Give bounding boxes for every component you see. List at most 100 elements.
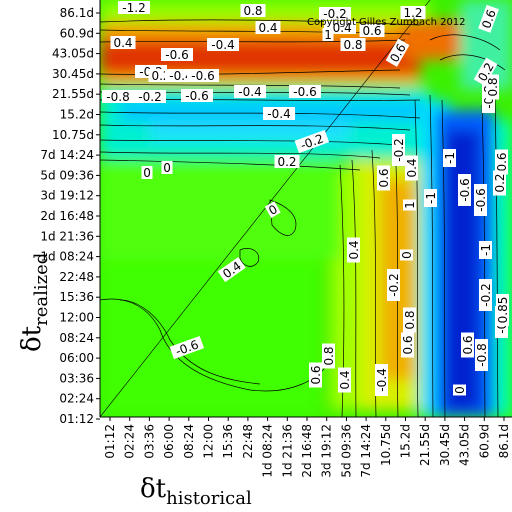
contour-label-text: -0.4 xyxy=(211,38,234,52)
contour-label-background xyxy=(240,4,266,17)
contour-label: 0.6 xyxy=(401,332,415,358)
y-axis-title-symbol: δt xyxy=(17,325,47,352)
contour-label-background xyxy=(461,332,474,358)
contour-label: -0.2 xyxy=(479,279,493,311)
y-axis: 86.1d 60.9d 43.05d 30.45d 21.55d 15.2d 10.75d 7… xyxy=(40,6,100,426)
y-tick-label: 3d 19:12 xyxy=(40,189,94,203)
contour-label-background xyxy=(479,279,492,311)
contour-line xyxy=(100,111,421,119)
contour-label: -0.2 xyxy=(387,269,401,301)
x-tick-label: 86.1d xyxy=(497,424,511,458)
contour-line xyxy=(239,248,260,267)
contour-label: -0.4 xyxy=(234,85,266,99)
contour-label: 1.2 xyxy=(400,6,426,20)
contour-label: -0.8 xyxy=(475,339,489,371)
contour-label-text: 0.2 xyxy=(277,155,296,169)
contour-label-text: 0 xyxy=(163,161,171,175)
contour-label-text: 0.4 xyxy=(338,370,352,389)
contour-label: 0 xyxy=(400,249,414,261)
contour-label: 0.2 xyxy=(493,170,507,196)
contour-label: 0 xyxy=(161,161,173,175)
contour-label-text: -0.6 xyxy=(191,69,214,83)
contour-label-text: 0.85 xyxy=(496,297,510,324)
contour-label: -0.4 xyxy=(263,107,295,121)
contour-label-background xyxy=(486,74,499,100)
contour-label-background xyxy=(294,129,330,154)
contour-label-text: 0.6 xyxy=(401,335,415,354)
contour-label-text: 0.8 xyxy=(343,38,362,52)
contour-label-background xyxy=(322,343,335,369)
contour-label-text: -1 xyxy=(443,152,457,164)
contour-label-text: -0.2 xyxy=(387,273,401,296)
x-tick-label: 3d 19:12 xyxy=(320,424,334,478)
contour-label-background xyxy=(289,85,321,98)
contour-label-text: -0.2 xyxy=(392,138,406,161)
contour-label-text: 0.8 xyxy=(243,4,262,18)
region-dark-blue-column xyxy=(445,130,480,410)
x-tick-label: 15:36 xyxy=(221,424,235,459)
contour-label-background xyxy=(102,90,134,103)
contour-label-background xyxy=(141,166,153,179)
contour-line xyxy=(100,124,411,131)
contour-label-background xyxy=(443,149,456,167)
contour-label-text: -0.6 xyxy=(185,89,208,103)
contour-label-background xyxy=(187,69,219,82)
y-tick-label: 10.75d xyxy=(52,128,94,142)
contour-label-background xyxy=(405,155,418,181)
x-tick-label: 22:48 xyxy=(241,424,255,459)
contour-line xyxy=(351,159,357,417)
contour-label-background xyxy=(403,307,416,333)
y-axis-title: δtrealized xyxy=(17,253,52,352)
diagonal-reference-line xyxy=(100,0,431,417)
y-tick-label: 02:24 xyxy=(59,392,94,406)
contour-label-background xyxy=(385,38,410,67)
contour-label-background xyxy=(359,24,385,37)
contour-label: -0.4 xyxy=(375,364,389,396)
contour-label-text: -0.6 xyxy=(165,48,188,62)
contour-label-background xyxy=(496,294,509,326)
contour-label-background xyxy=(495,149,508,175)
contour-label: -1 xyxy=(443,149,457,167)
x-tick-label: 06:00 xyxy=(162,424,176,459)
contour-label-text: 0 xyxy=(143,166,151,180)
region-mid-green xyxy=(100,160,340,260)
contour-label-text: 0.2 xyxy=(493,173,507,192)
y-tick-label: 60.9d xyxy=(60,26,94,40)
contour-label: 0 xyxy=(141,166,153,180)
contour-line xyxy=(414,99,419,417)
contour-label: -0.2 xyxy=(319,7,351,21)
contour-label-background xyxy=(134,90,166,103)
x-tick-label: 08:24 xyxy=(182,424,196,459)
y-tick-label: 06:00 xyxy=(59,351,94,365)
contour-label-background xyxy=(347,237,360,263)
contour-label-text: -0.4 xyxy=(238,85,261,99)
contour-label-background xyxy=(493,170,506,196)
y-tick-label: 30.45d xyxy=(52,67,94,81)
contour-label-text: -0.4 xyxy=(169,69,192,83)
contour-label-background xyxy=(377,165,390,191)
x-tick-label: 12:00 xyxy=(202,424,216,459)
contour-label-background xyxy=(474,184,487,216)
y-tick-label: 01:12 xyxy=(59,412,94,426)
x-tick-label: 15.2d xyxy=(399,424,413,458)
contour-label: -0.6 xyxy=(458,174,472,206)
contour-label-background xyxy=(400,6,426,19)
contour-label: 0.4 xyxy=(405,155,419,181)
contour-label-text: -1.2 xyxy=(122,1,145,15)
contour-label-background xyxy=(340,38,366,51)
contour-label-background xyxy=(118,1,150,14)
contour-label-background xyxy=(453,384,466,396)
contour-label: 0.4 xyxy=(347,237,361,263)
x-tick-label: 2d 16:48 xyxy=(300,424,314,478)
contour-label: -0.4 xyxy=(207,38,239,52)
contour-label-background xyxy=(309,362,322,388)
contour-label: 0.6 xyxy=(377,165,391,191)
contour-label-background xyxy=(403,199,416,211)
x-axis-title: δthistorical xyxy=(140,474,252,509)
contour-line xyxy=(100,151,381,159)
contour-line xyxy=(100,298,331,392)
contour-label-text: 0.6 xyxy=(495,152,509,171)
contour-label-text: 0.6 xyxy=(362,24,381,38)
contour-label-background xyxy=(375,364,388,396)
